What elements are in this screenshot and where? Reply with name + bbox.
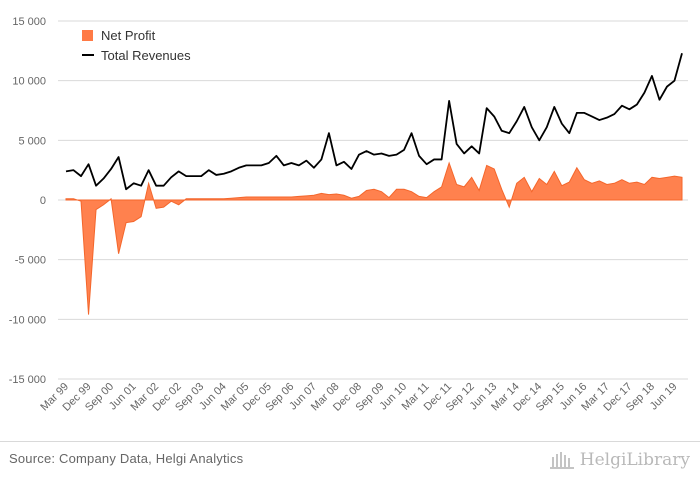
y-tick-label: -5 000 [15, 255, 46, 267]
net-profit-series [65, 161, 683, 315]
source-note: Source: Company Data, Helgi Analytics [9, 451, 244, 466]
y-tick-label: 10 000 [12, 76, 46, 88]
y-tick-label: 15 000 [12, 16, 46, 28]
y-axis: -15 000 -10 000 -5 000 0 5 000 10 000 15 000 [9, 16, 46, 386]
legend-label-total-revenues: Total Revenues [101, 48, 191, 63]
helgi-library-logo[interactable]: HelgiLibrary [549, 446, 690, 474]
legend: Net Profit Total Revenues [82, 28, 191, 63]
y-tick-label: 0 [40, 195, 46, 207]
y-tick-label: 5 000 [18, 135, 46, 147]
net-profit-area [65, 161, 683, 315]
footer-divider [0, 441, 700, 442]
logo-text: HelgiLibrary [579, 450, 690, 470]
library-building-icon [549, 452, 574, 469]
total-revenues-line [65, 52, 683, 191]
total-revenues-series [65, 52, 683, 191]
y-tick-label: -10 000 [9, 314, 46, 326]
legend-label-net-profit: Net Profit [101, 28, 156, 43]
chart: -15 000 -10 000 -5 000 0 5 000 10 000 15 000 M… [9, 16, 688, 414]
y-tick-label: -15 000 [9, 374, 46, 386]
legend-swatch-net-profit [82, 30, 93, 41]
